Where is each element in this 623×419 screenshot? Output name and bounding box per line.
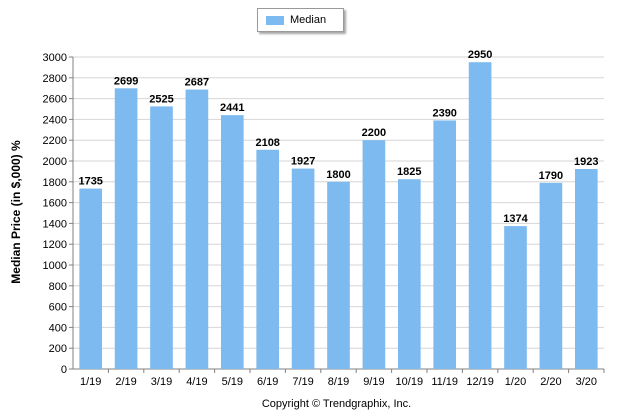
data-label: 1790 [539,170,563,182]
y-tick-label: 1400 [43,218,67,230]
data-label: 2525 [149,93,173,105]
data-label: 1825 [397,166,421,178]
bar [539,182,563,369]
data-label: 2390 [432,107,456,119]
data-label: 2687 [185,77,209,89]
y-tick-label: 2800 [43,73,67,85]
y-tick-label: 200 [49,343,67,355]
bar [114,88,138,369]
data-label: 2108 [255,137,279,149]
x-tick-label: 2/20 [540,376,561,388]
bar [504,226,527,369]
y-tick-label: 1600 [43,198,67,210]
bar [574,169,598,369]
bar [397,179,421,369]
y-tick-label: 1000 [43,260,67,272]
data-label: 1735 [78,176,102,188]
y-tick-label: 2600 [43,94,67,106]
data-label: 1374 [503,213,528,225]
y-tick-label: 3000 [43,52,67,64]
x-tick-label: 9/19 [363,376,384,388]
bar [468,62,492,369]
bar [185,89,209,369]
x-tick-label: 6/19 [257,376,278,388]
x-tick-label: 11/19 [431,376,458,388]
legend-swatch [266,15,284,25]
y-tick-label: 2400 [43,114,67,126]
y-tick-label: 1200 [43,239,67,251]
x-tick-label: 8/19 [328,376,349,388]
data-label: 2441 [220,102,244,114]
y-tick-label: 400 [49,322,67,334]
data-label: 1800 [326,169,350,181]
x-tick-label: 7/19 [292,376,313,388]
y-tick-label: 2200 [43,135,67,147]
x-tick-label: 12/19 [466,376,494,388]
x-tick-label: 5/19 [222,376,243,388]
data-label: 2950 [468,49,492,61]
y-tick-label: 1800 [43,177,67,189]
x-tick-label: 2/19 [115,376,136,388]
data-label: 2200 [362,127,386,139]
bar [433,120,457,369]
data-label: 2699 [114,75,138,87]
bar [256,149,280,369]
x-tick-label: 3/19 [151,376,172,388]
bar [327,181,350,369]
y-tick-label: 800 [49,281,67,293]
bar [362,140,386,369]
bar [150,106,173,370]
bar [291,168,315,369]
x-tick-label: 10/19 [396,376,424,388]
y-tick-label: 0 [61,364,67,376]
x-tick-label: 4/19 [186,376,207,388]
y-tick-label: 600 [49,302,67,314]
data-label: 1927 [291,156,315,168]
bar [79,188,103,369]
copyright-text: Copyright © Trendgraphix, Inc. [261,398,412,410]
x-tick-label: 3/20 [576,376,597,388]
bar [220,115,244,369]
x-tick-label: 1/19 [80,376,101,388]
x-tick-label: 1/20 [505,376,526,388]
legend-label: Median [290,14,327,26]
data-label: 1923 [574,156,598,168]
legend: Median [257,8,344,32]
y-tick-label: 2000 [43,156,67,168]
